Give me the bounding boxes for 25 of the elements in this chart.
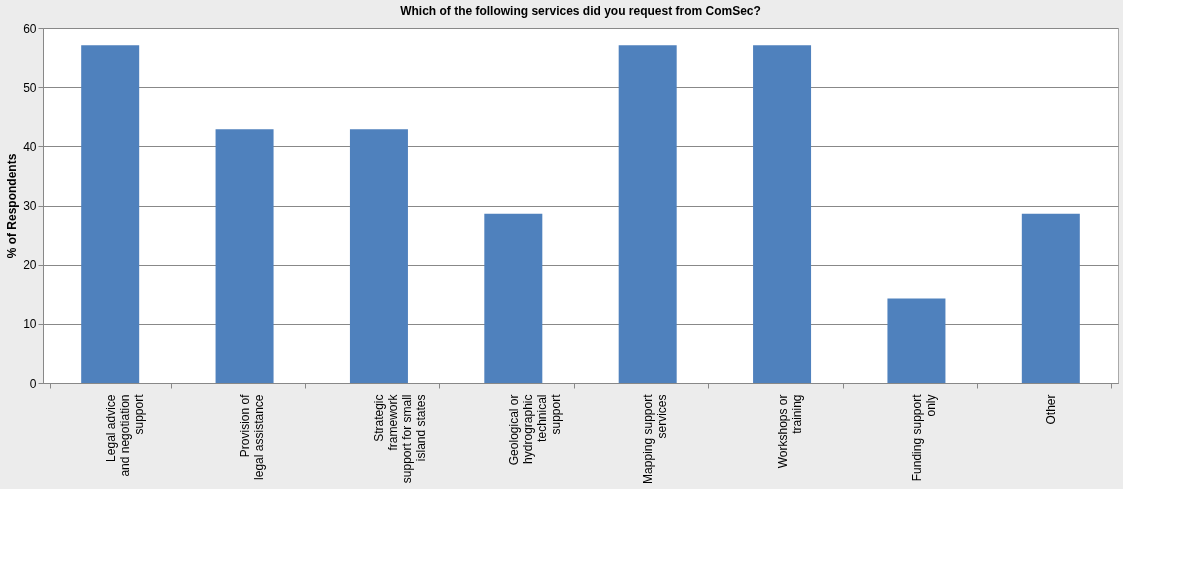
x-tick-label: Mapping support services [641,393,670,484]
y-tick-label: 50 [23,80,37,95]
y-tick-label: 20 [23,258,37,273]
x-tick-label: Funding support only [909,393,938,482]
x-tick-label: Legal advice and negotiation support [103,393,146,477]
bar [215,129,274,383]
bar [349,129,408,383]
bar [484,213,543,383]
y-axis-title: % of Respondents [5,153,20,259]
y-tick-label: 10 [23,317,37,332]
y-tick-label: 30 [23,199,37,213]
bar [618,45,677,383]
bar [887,298,946,383]
x-tick-label: Strategic framework support for small island states [372,393,429,484]
x-tick-label: Other [1044,394,1059,425]
bar [753,45,812,383]
x-tick-label: Workshops or training [775,394,804,469]
y-tick-label: 0 [29,376,37,391]
y-tick-label: 40 [23,139,37,154]
y-tick-label: 60 [23,21,37,36]
x-tick-label: Provision of legal assistance [238,393,267,480]
bar [81,45,140,383]
bar [1021,213,1080,383]
chart-title: Which of the following services did you request from ComSec? [400,4,761,18]
x-tick-label: Geological or hydrographic technical support [506,393,563,466]
